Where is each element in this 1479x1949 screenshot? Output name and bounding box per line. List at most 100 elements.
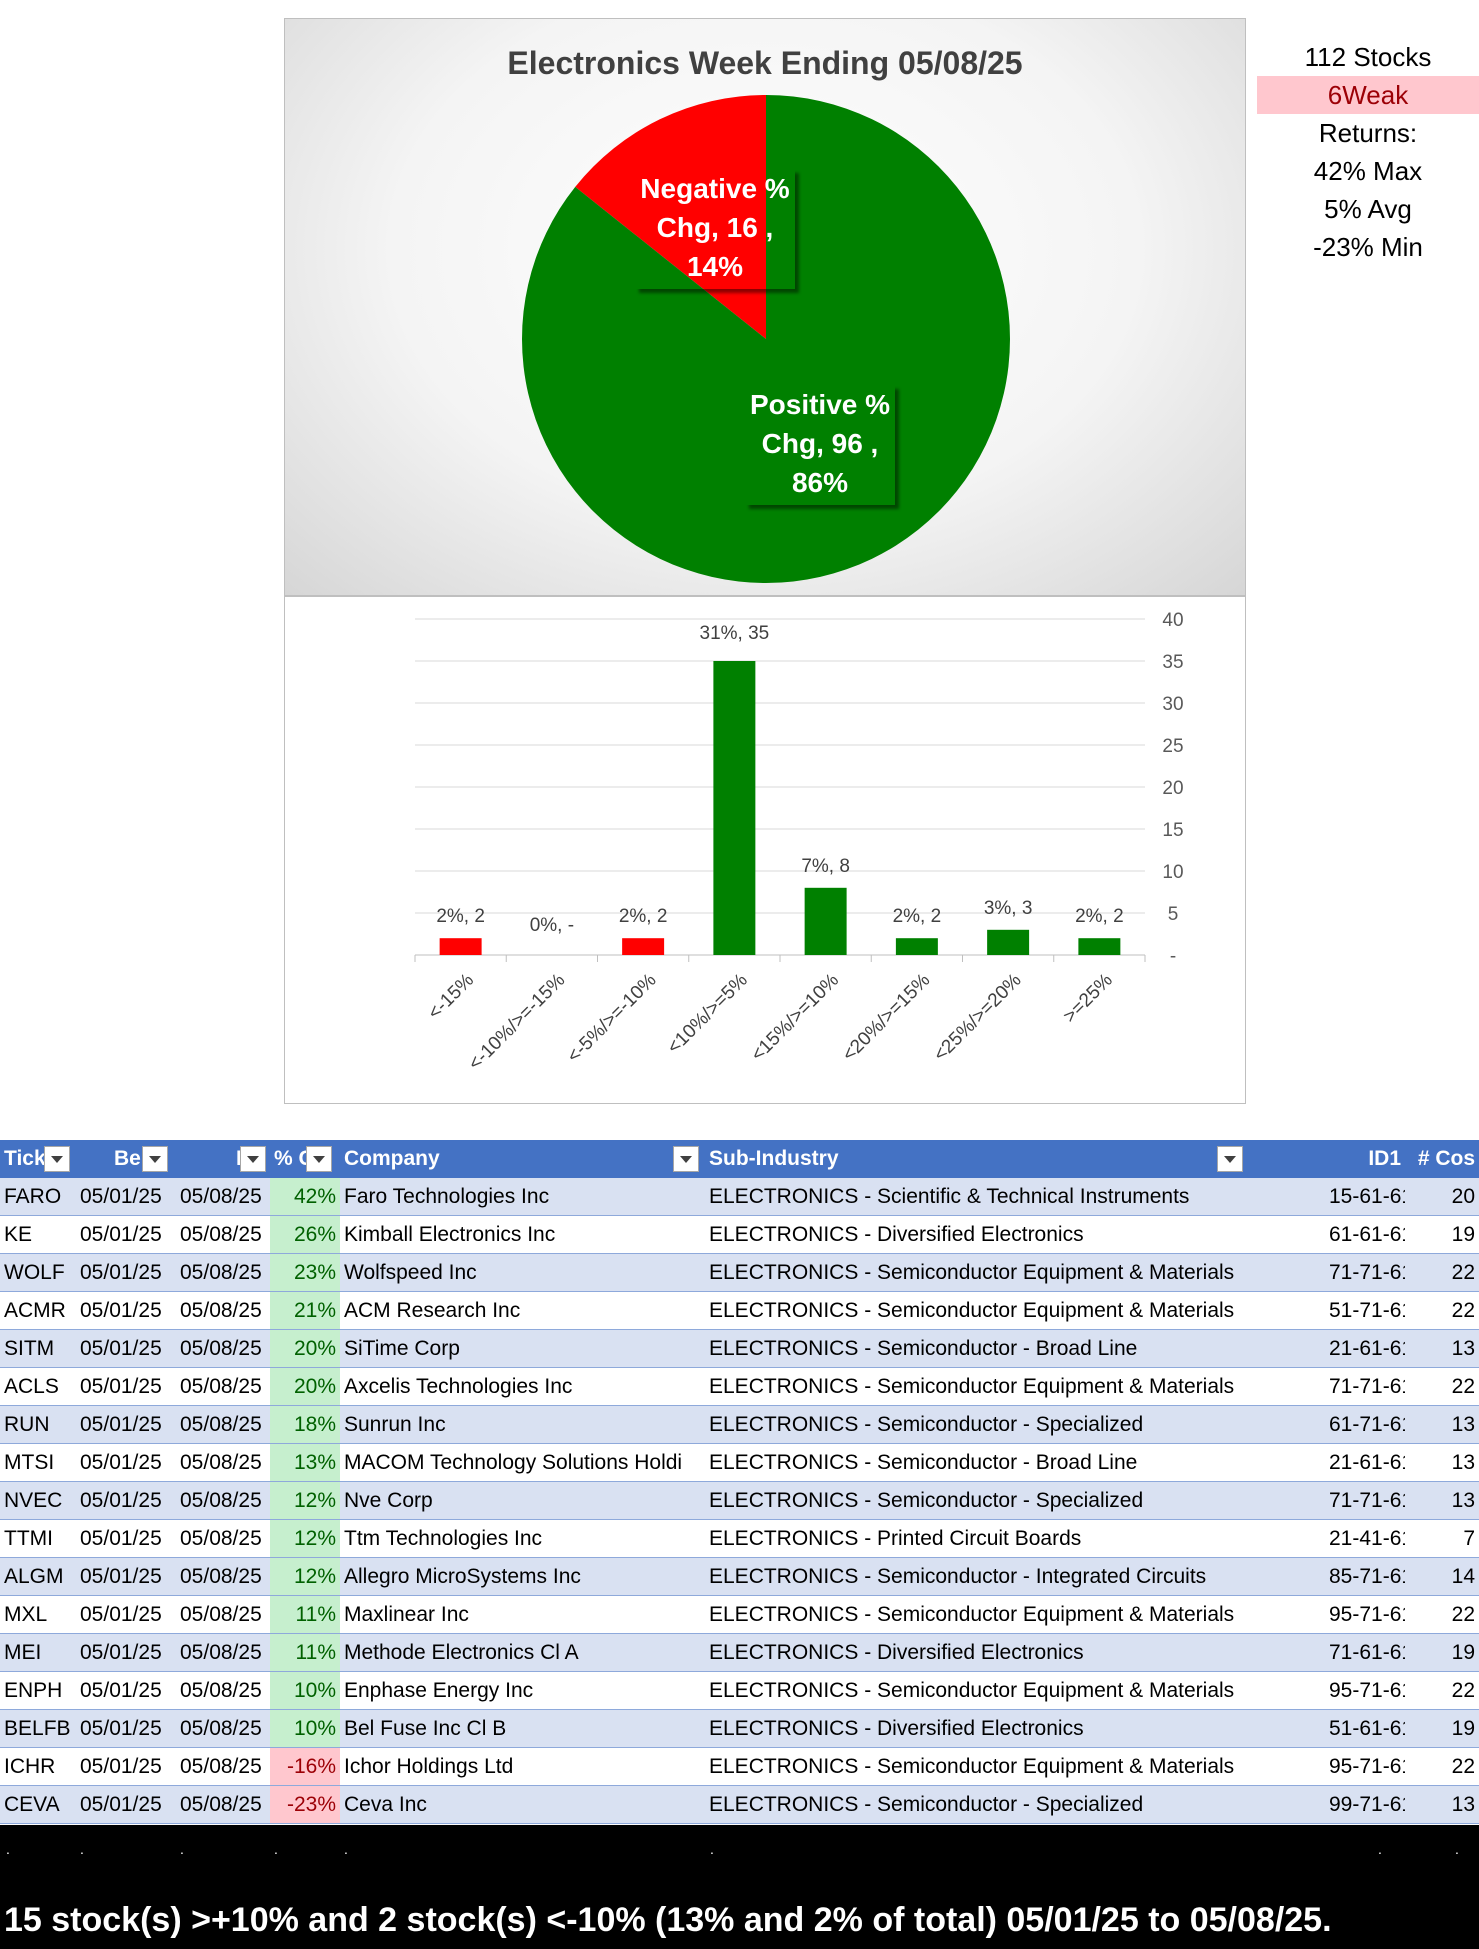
sub-industry-cell[interactable]: ELECTRONICS - Semiconductor Equipment & …	[705, 1367, 1325, 1406]
ticker-cell[interactable]: CEVA	[0, 1785, 76, 1824]
ticker-cell[interactable]: SITM	[0, 1329, 76, 1368]
id1-cell[interactable]: 99-71-61	[1325, 1785, 1405, 1824]
table-row[interactable]: MTSI 05/01/25 05/08/25 13% MACOM Technology …	[0, 1443, 1479, 1482]
pct-change-cell[interactable]: 12%	[270, 1481, 340, 1520]
pct-change-cell[interactable]: 12%	[270, 1557, 340, 1596]
header-sub-industry[interactable]: Sub-Industry	[705, 1140, 1325, 1178]
end-date-cell[interactable]: 05/08/25	[176, 1178, 270, 1216]
sub-industry-cell[interactable]: ELECTRONICS - Scientific & Technical Ins…	[705, 1178, 1325, 1216]
sub-industry-cell[interactable]: ELECTRONICS - Semiconductor Equipment & …	[705, 1671, 1325, 1710]
id1-cell[interactable]: 71-71-61	[1325, 1253, 1405, 1292]
cos-count-cell[interactable]: 19	[1405, 1215, 1479, 1254]
begin-date-cell[interactable]: 05/01/25	[76, 1785, 176, 1824]
pct-change-cell[interactable]: 21%	[270, 1291, 340, 1330]
table-row[interactable]: MEI 05/01/25 05/08/25 11% Methode Electronic…	[0, 1633, 1479, 1672]
cos-count-cell[interactable]: 19	[1405, 1709, 1479, 1748]
id1-cell[interactable]: 21-61-61	[1325, 1443, 1405, 1482]
cos-count-cell[interactable]: 19	[1405, 1633, 1479, 1672]
sub-industry-cell[interactable]: ELECTRONICS - Semiconductor - Specialize…	[705, 1785, 1325, 1824]
sub-industry-cell[interactable]: ELECTRONICS - Diversified Electronics	[705, 1215, 1325, 1254]
company-cell[interactable]: Sunrun Inc	[340, 1405, 705, 1444]
end-date-cell[interactable]: 05/08/25	[176, 1253, 270, 1292]
end-date-cell[interactable]: 05/08/25	[176, 1329, 270, 1368]
header-pct-change[interactable]: % C	[270, 1140, 340, 1178]
company-cell[interactable]: SiTime Corp	[340, 1329, 705, 1368]
id1-cell[interactable]: 21-61-61	[1325, 1329, 1405, 1368]
filter-dropdown-icon[interactable]	[1217, 1146, 1243, 1172]
table-row[interactable]: WOLF 05/01/25 05/08/25 23% Wolfspeed Inc ELEC…	[0, 1253, 1479, 1292]
cos-count-cell[interactable]: 13	[1405, 1785, 1479, 1824]
sub-industry-cell[interactable]: ELECTRONICS - Semiconductor Equipment & …	[705, 1291, 1325, 1330]
filter-dropdown-icon[interactable]	[673, 1146, 699, 1172]
ticker-cell[interactable]: WOLF	[0, 1253, 76, 1292]
pct-change-cell[interactable]: -23%	[270, 1785, 340, 1824]
id1-cell[interactable]: 61-71-61	[1325, 1405, 1405, 1444]
pct-change-cell[interactable]: 10%	[270, 1671, 340, 1710]
ticker-cell[interactable]: KE	[0, 1215, 76, 1254]
ticker-cell[interactable]: MTSI	[0, 1443, 76, 1482]
company-cell[interactable]: ACM Research Inc	[340, 1291, 705, 1330]
company-cell[interactable]: Maxlinear Inc	[340, 1595, 705, 1634]
begin-date-cell[interactable]: 05/01/25	[76, 1405, 176, 1444]
sub-industry-cell[interactable]: ELECTRONICS - Semiconductor - Specialize…	[705, 1405, 1325, 1444]
ticker-cell[interactable]: ENPH	[0, 1671, 76, 1710]
cos-count-cell[interactable]: 14	[1405, 1557, 1479, 1596]
end-date-cell[interactable]: 05/08/25	[176, 1443, 270, 1482]
begin-date-cell[interactable]: 05/01/25	[76, 1443, 176, 1482]
end-date-cell[interactable]: 05/08/25	[176, 1519, 270, 1558]
table-row[interactable]: KE 05/01/25 05/08/25 26% Kimball Electronics…	[0, 1215, 1479, 1254]
cos-count-cell[interactable]: 22	[1405, 1253, 1479, 1292]
end-date-cell[interactable]: 05/08/25	[176, 1709, 270, 1748]
cos-count-cell[interactable]: 13	[1405, 1329, 1479, 1368]
ticker-cell[interactable]: MEI	[0, 1633, 76, 1672]
end-date-cell[interactable]: 05/08/25	[176, 1747, 270, 1786]
sub-industry-cell[interactable]: ELECTRONICS - Semiconductor - Integrated…	[705, 1557, 1325, 1596]
ticker-cell[interactable]: TTMI	[0, 1519, 76, 1558]
begin-date-cell[interactable]: 05/01/25	[76, 1215, 176, 1254]
cos-count-cell[interactable]: 22	[1405, 1671, 1479, 1710]
pct-change-cell[interactable]: 10%	[270, 1709, 340, 1748]
pct-change-cell[interactable]: 11%	[270, 1633, 340, 1672]
table-row[interactable]: CEVA 05/01/25 05/08/25 -23% Ceva Inc ELECTRON…	[0, 1785, 1479, 1824]
begin-date-cell[interactable]: 05/01/25	[76, 1178, 176, 1216]
table-row[interactable]: ICHR 05/01/25 05/08/25 -16% Ichor Holdings L…	[0, 1747, 1479, 1786]
end-date-cell[interactable]: 05/08/25	[176, 1671, 270, 1710]
pct-change-cell[interactable]: 18%	[270, 1405, 340, 1444]
sub-industry-cell[interactable]: ELECTRONICS - Printed Circuit Boards	[705, 1519, 1325, 1558]
company-cell[interactable]: Nve Corp	[340, 1481, 705, 1520]
ticker-cell[interactable]: RUN	[0, 1405, 76, 1444]
company-cell[interactable]: Ceva Inc	[340, 1785, 705, 1824]
ticker-cell[interactable]: FARO	[0, 1178, 76, 1216]
begin-date-cell[interactable]: 05/01/25	[76, 1671, 176, 1710]
pct-change-cell[interactable]: 20%	[270, 1329, 340, 1368]
cos-count-cell[interactable]: 22	[1405, 1595, 1479, 1634]
sub-industry-cell[interactable]: ELECTRONICS - Semiconductor Equipment & …	[705, 1747, 1325, 1786]
pct-change-cell[interactable]: 42%	[270, 1178, 340, 1216]
cos-count-cell[interactable]: 13	[1405, 1443, 1479, 1482]
table-row[interactable]: MXL 05/01/25 05/08/25 11% Maxlinear Inc ELECT…	[0, 1595, 1479, 1634]
begin-date-cell[interactable]: 05/01/25	[76, 1481, 176, 1520]
id1-cell[interactable]: 51-61-61	[1325, 1709, 1405, 1748]
end-date-cell[interactable]: 05/08/25	[176, 1405, 270, 1444]
pct-change-cell[interactable]: 26%	[270, 1215, 340, 1254]
id1-cell[interactable]: 21-41-61	[1325, 1519, 1405, 1558]
company-cell[interactable]: Bel Fuse Inc Cl B	[340, 1709, 705, 1748]
id1-cell[interactable]: 71-71-61	[1325, 1481, 1405, 1520]
header-end[interactable]: E	[176, 1140, 270, 1178]
table-row[interactable]: ACLS 05/01/25 05/08/25 20% Axcelis Technolog…	[0, 1367, 1479, 1406]
ticker-cell[interactable]: ACLS	[0, 1367, 76, 1406]
id1-cell[interactable]: 51-71-61	[1325, 1291, 1405, 1330]
company-cell[interactable]: Ttm Technologies Inc	[340, 1519, 705, 1558]
begin-date-cell[interactable]: 05/01/25	[76, 1747, 176, 1786]
table-row[interactable]: ENPH 05/01/25 05/08/25 10% Enphase Energy In…	[0, 1671, 1479, 1710]
table-row[interactable]: TTMI 05/01/25 05/08/25 12% Ttm Technologies …	[0, 1519, 1479, 1558]
table-row[interactable]: BELFB 05/01/25 05/08/25 10% Bel Fuse Inc Cl …	[0, 1709, 1479, 1748]
company-cell[interactable]: Kimball Electronics Inc	[340, 1215, 705, 1254]
end-date-cell[interactable]: 05/08/25	[176, 1481, 270, 1520]
end-date-cell[interactable]: 05/08/25	[176, 1291, 270, 1330]
cos-count-cell[interactable]: 20	[1405, 1178, 1479, 1216]
table-row[interactable]: FARO 05/01/25 05/08/25 42% Faro Technologies…	[0, 1178, 1479, 1216]
filter-dropdown-icon[interactable]	[44, 1146, 70, 1172]
company-cell[interactable]: Methode Electronics Cl A	[340, 1633, 705, 1672]
header-begin[interactable]: Be	[76, 1140, 176, 1178]
